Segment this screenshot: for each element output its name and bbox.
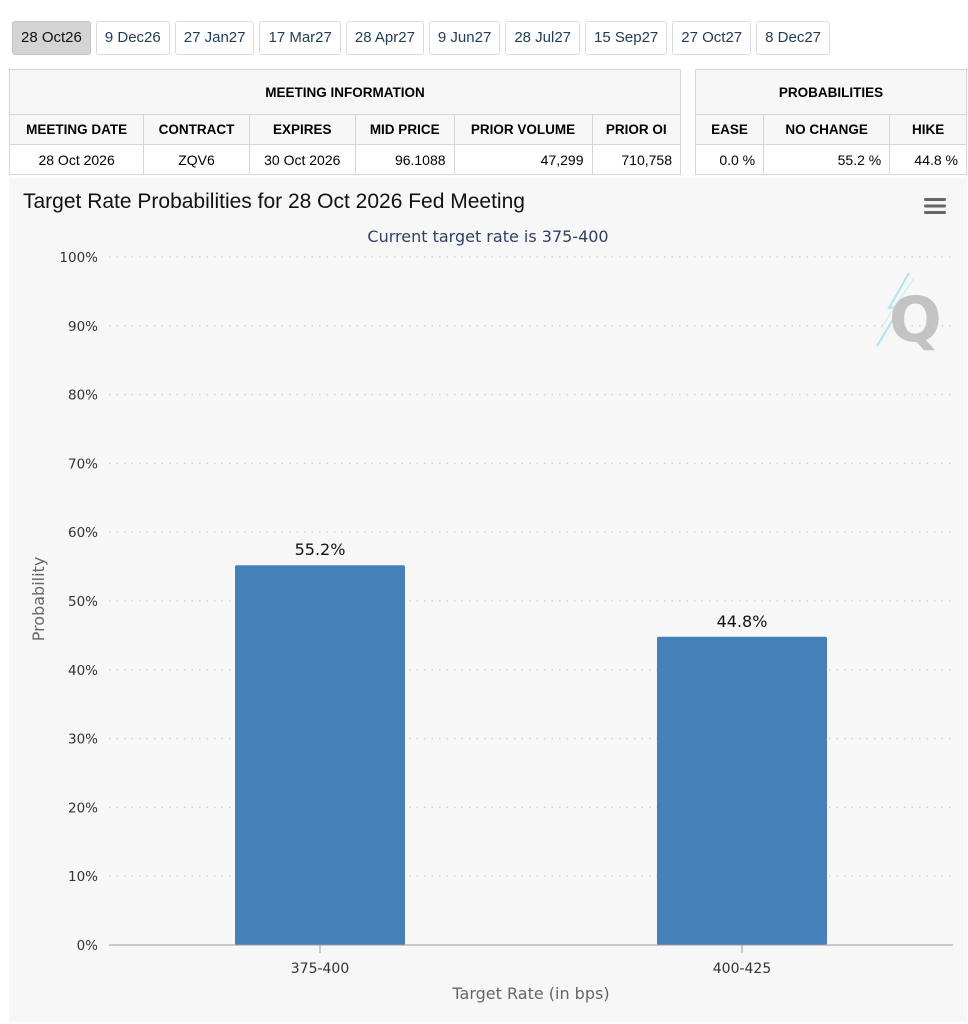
probabilities-heading: PROBABILITIES <box>695 69 967 115</box>
col-no-change: NO CHANGE <box>763 114 891 145</box>
cell-prior-oi: 710,758 <box>591 144 681 175</box>
date-tab[interactable]: 9 Jun27 <box>428 21 501 55</box>
y-tick-label: 90% <box>68 319 98 335</box>
y-tick-label: 0% <box>77 938 99 954</box>
quikstrike-q-logo: Q <box>876 272 942 356</box>
svg-text:Q: Q <box>889 283 942 356</box>
cell-hike: 44.8 % <box>889 144 967 175</box>
date-tab[interactable]: 17 Mar27 <box>259 21 341 55</box>
hamburger-menu-icon[interactable] <box>923 196 947 218</box>
col-prior-oi: PRIOR OI <box>591 114 681 145</box>
y-tick-label: 50% <box>68 594 98 610</box>
x-tick-label: 400-425 <box>713 961 772 977</box>
target-rate-chart: Target Rate Probabilities for 28 Oct 202… <box>9 178 967 1022</box>
meeting-information-heading: MEETING INFORMATION <box>9 69 681 115</box>
col-ease: EASE <box>694 114 765 145</box>
y-tick-label: 20% <box>68 800 98 816</box>
y-tick-label: 100% <box>59 250 98 266</box>
y-tick-label: 30% <box>68 732 98 748</box>
cell-ease: 0.0 % <box>694 144 765 175</box>
date-tab[interactable]: 9 Dec26 <box>95 21 170 55</box>
bar-data-label: 44.8% <box>717 612 768 631</box>
y-axis-label: Probability <box>29 557 48 642</box>
y-tick-label: 70% <box>68 456 98 472</box>
y-tick-label: 60% <box>68 525 98 541</box>
cell-no-change: 55.2 % <box>763 144 891 175</box>
cell-meeting-date: 28 Oct 2026 <box>8 144 145 175</box>
chart-title: Target Rate Probabilities for 28 Oct 202… <box>23 190 525 213</box>
col-meeting-date: MEETING DATE <box>8 114 145 145</box>
bar-375-400[interactable] <box>235 565 405 945</box>
meeting-information-table: MEETING INFORMATION MEETING DATE CONTRAC… <box>8 69 681 175</box>
cell-expires: 30 Oct 2026 <box>248 144 356 175</box>
cell-contract: ZQV6 <box>143 144 250 175</box>
x-axis-ticks: 375-400 400-425 <box>291 945 772 977</box>
cell-mid-price: 96.1088 <box>354 144 455 175</box>
col-mid-price: MID PRICE <box>354 114 455 145</box>
x-axis-label: Target Rate (in bps) <box>451 984 609 1003</box>
probabilities-table: PROBABILITIES EASE NO CHANGE HIKE 0.0 % … <box>694 69 967 175</box>
table-row: 0.0 % 55.2 % 44.8 % <box>694 144 967 175</box>
y-axis-ticks: 0% 10% 20% 30% 40% 50% 60% 70% 80% 90% 100% <box>59 250 98 954</box>
bar-data-label: 55.2% <box>295 540 346 559</box>
bars: 55.2% 44.8% <box>235 540 827 945</box>
date-tab[interactable]: 28 Apr27 <box>345 21 424 55</box>
col-contract: CONTRACT <box>143 114 250 145</box>
x-tick-label: 375-400 <box>291 961 350 977</box>
y-tick-label: 40% <box>68 663 98 679</box>
date-tab[interactable]: 15 Sep27 <box>585 21 668 55</box>
date-tab[interactable]: 27 Jan27 <box>174 21 255 55</box>
col-expires: EXPIRES <box>248 114 356 145</box>
chart-canvas: Target Rate Probabilities for 28 Oct 202… <box>23 190 953 1003</box>
table-row: 28 Oct 2026 ZQV6 30 Oct 2026 96.1088 47,… <box>8 144 681 175</box>
date-tab[interactable]: 27 Oct27 <box>672 21 752 55</box>
date-tab[interactable]: 28 Jul27 <box>505 21 581 55</box>
chart-subtitle: Current target rate is 375-400 <box>367 227 608 246</box>
y-tick-label: 10% <box>68 869 98 885</box>
y-tick-label: 80% <box>68 388 98 404</box>
meeting-date-tabs: 28 Oct26 9 Dec26 27 Jan27 17 Mar27 28 Apr27 9… <box>12 21 831 55</box>
date-tab[interactable]: 28 Oct26 <box>12 21 91 55</box>
col-hike: HIKE <box>889 114 967 145</box>
col-prior-volume: PRIOR VOLUME <box>453 114 593 145</box>
bar-400-425[interactable] <box>657 636 827 945</box>
cell-prior-volume: 47,299 <box>453 144 593 175</box>
date-tab[interactable]: 8 Dec27 <box>756 21 831 55</box>
